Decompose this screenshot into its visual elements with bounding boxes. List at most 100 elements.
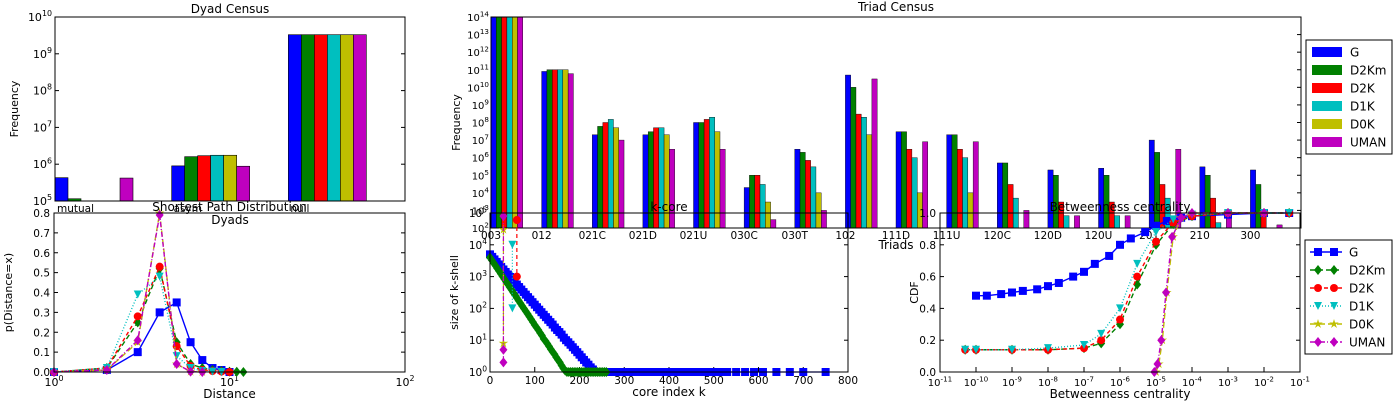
bar-UMAN bbox=[236, 165, 250, 202]
bar-UMAN bbox=[669, 149, 675, 229]
bar-G bbox=[1250, 169, 1256, 229]
point-D2K bbox=[512, 272, 521, 281]
point-D1K bbox=[972, 345, 980, 354]
bar-G bbox=[946, 134, 953, 229]
y-tick-label: 1012 bbox=[467, 45, 489, 60]
bar-G bbox=[895, 131, 902, 229]
legend-marker-D1K bbox=[1314, 302, 1322, 310]
plot-frame bbox=[53, 212, 406, 373]
point-UMAN bbox=[499, 344, 508, 355]
point-D1K bbox=[1169, 215, 1178, 224]
point-D1K bbox=[155, 272, 164, 281]
point-UMAN bbox=[1177, 212, 1186, 223]
bar-D2K bbox=[602, 122, 609, 229]
x-tick-label: 030T bbox=[782, 230, 809, 242]
y-tick-label: 0.8 bbox=[919, 240, 936, 252]
point-UMAN bbox=[102, 365, 111, 376]
series-line-D1K bbox=[53, 275, 222, 373]
bar-D2K bbox=[197, 155, 211, 202]
x-tick-label: asym bbox=[174, 203, 202, 215]
legend-marker-UMAN bbox=[1314, 337, 1322, 347]
y-tick-label: 1.0 bbox=[919, 208, 936, 220]
point-G bbox=[1008, 288, 1016, 297]
plot-frame bbox=[54, 16, 406, 202]
y-axis-label: size of k-shell bbox=[448, 255, 461, 330]
x-tick-label: mutual bbox=[57, 203, 94, 215]
bar-D1K bbox=[810, 166, 817, 229]
legend-label-D0K: D0K bbox=[1350, 118, 1376, 132]
y-tick-label: 100 bbox=[469, 364, 487, 379]
bar-UMAN bbox=[353, 34, 367, 202]
legend-marker-D2K bbox=[1314, 284, 1322, 292]
bar-UMAN bbox=[770, 219, 777, 229]
bar-D1K bbox=[607, 119, 614, 229]
y-tick-label: 109 bbox=[33, 46, 52, 61]
point-D2K bbox=[1116, 315, 1124, 324]
point-G bbox=[997, 290, 1006, 299]
bar-G bbox=[54, 177, 69, 202]
y-tick-label: 1014 bbox=[467, 10, 489, 25]
x-axis-label: Distance bbox=[203, 387, 255, 401]
y-tick-label: 0.4 bbox=[919, 303, 936, 315]
point-D1K bbox=[508, 304, 517, 313]
bar-UMAN bbox=[119, 177, 134, 202]
legend-marker-D0K bbox=[1329, 319, 1339, 329]
point-G bbox=[198, 356, 207, 365]
bar-UMAN bbox=[719, 149, 726, 229]
x-tick-label: 111D bbox=[882, 230, 910, 242]
y-tick-label: 0.8 bbox=[33, 208, 50, 220]
point-UMAN bbox=[499, 211, 508, 222]
legend-marker-G bbox=[1330, 248, 1338, 256]
x-tick-label: null bbox=[290, 203, 309, 215]
series-line-G bbox=[53, 301, 230, 373]
point-G bbox=[133, 348, 142, 357]
bar-D2K bbox=[703, 119, 710, 229]
x-tick-label: 10-9 bbox=[1002, 375, 1022, 390]
x-tick-label: 102 bbox=[835, 230, 855, 242]
y-tick-label: 0.0 bbox=[33, 367, 50, 379]
x-tick-label: 030C bbox=[730, 230, 757, 242]
bar-D1K bbox=[327, 34, 341, 202]
bar-UMAN bbox=[972, 141, 979, 229]
point-G bbox=[186, 338, 195, 347]
chart-title: Betweenness centrality bbox=[1050, 200, 1191, 214]
y-tick-label: 0.6 bbox=[919, 272, 936, 284]
point-UMAN bbox=[155, 209, 164, 220]
x-tick-label: 210 bbox=[1190, 230, 1210, 242]
bar-D2Km bbox=[951, 134, 958, 229]
bar-D0K bbox=[223, 154, 237, 202]
legend-marker-D0K bbox=[1313, 319, 1323, 329]
y-tick-label: 105 bbox=[472, 168, 489, 183]
point-G bbox=[1054, 278, 1063, 287]
point-G bbox=[1105, 251, 1114, 260]
chart-title: Dyad Census bbox=[191, 2, 270, 16]
legend-frame bbox=[1304, 239, 1393, 355]
legend-label-D2K: D2K bbox=[1349, 282, 1375, 296]
y-tick-label: 106 bbox=[33, 156, 52, 171]
legend-label-G: G bbox=[1349, 246, 1358, 260]
bar-G bbox=[1148, 139, 1155, 229]
y-tick-label: 1010 bbox=[467, 80, 489, 95]
bar-D0K bbox=[967, 192, 974, 229]
bar-D2Km bbox=[496, 16, 502, 229]
point-G bbox=[1018, 286, 1027, 295]
bar-UMAN bbox=[1124, 215, 1131, 229]
y-tick-label: 105 bbox=[469, 205, 487, 220]
bar-D2K bbox=[1007, 184, 1014, 229]
bar-G bbox=[693, 122, 700, 229]
chart-title: Shortest Path Distribution bbox=[152, 200, 307, 214]
plot-frame bbox=[489, 212, 849, 373]
bar-D2Km bbox=[184, 156, 198, 202]
point-D1K bbox=[1152, 228, 1160, 237]
point-UMAN bbox=[499, 357, 508, 368]
point-D1K bbox=[1133, 259, 1142, 268]
point-D2K bbox=[155, 262, 164, 271]
bar-D0K bbox=[866, 134, 873, 229]
y-tick-label: 1010 bbox=[28, 9, 52, 24]
bar-D2K bbox=[805, 160, 811, 229]
bar-G bbox=[743, 187, 750, 229]
point-D2K bbox=[512, 216, 521, 225]
x-axis-label: Triads bbox=[877, 238, 913, 252]
point-G bbox=[172, 298, 181, 307]
